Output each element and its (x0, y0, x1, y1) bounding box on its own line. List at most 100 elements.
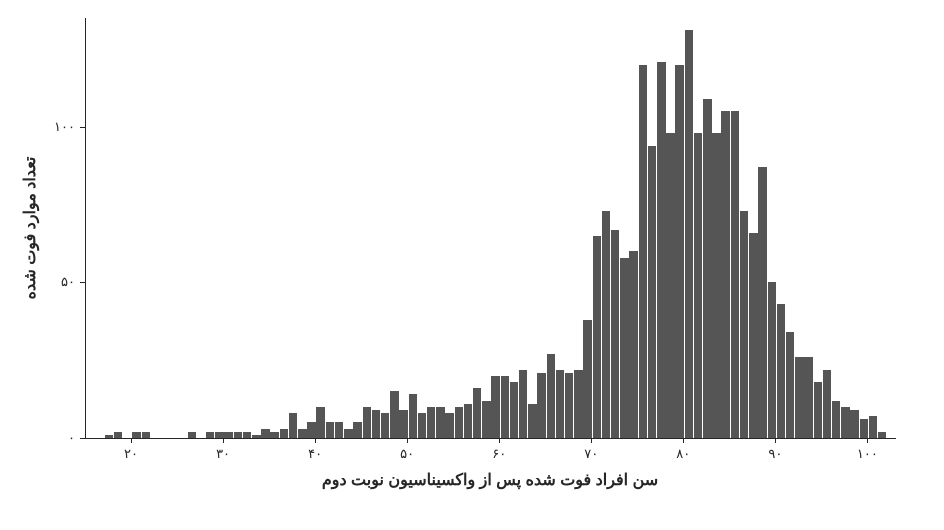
histogram-bar (547, 354, 555, 438)
y-tick-label: ۰ (68, 430, 75, 446)
histogram-bar (289, 413, 297, 438)
histogram-bar (777, 304, 785, 438)
histogram-bar (666, 133, 674, 438)
histogram-bar (860, 419, 868, 438)
histogram-bar (749, 233, 757, 438)
x-tick-label: ۱۰۰ (857, 446, 878, 462)
histogram-bar (344, 429, 352, 438)
histogram-bar (639, 65, 647, 438)
histogram-bar (629, 251, 637, 438)
histogram-bar (648, 146, 656, 438)
histogram-bar (537, 373, 545, 438)
x-tick-label: ۵۰ (400, 446, 414, 462)
histogram-bar (804, 357, 812, 438)
x-tick (867, 438, 868, 443)
histogram-chart: سن افراد فوت شده پس از واکسیناسیون نوبت … (0, 0, 944, 530)
histogram-bar (206, 432, 214, 438)
y-tick (80, 127, 85, 128)
y-tick (80, 282, 85, 283)
x-tick (775, 438, 776, 443)
histogram-bar (326, 422, 334, 438)
histogram-bar (565, 373, 573, 438)
histogram-bar (224, 432, 232, 438)
histogram-bar (657, 62, 665, 438)
x-tick (131, 438, 132, 443)
histogram-bar (445, 413, 453, 438)
histogram-bar (436, 407, 444, 438)
histogram-bar (740, 211, 748, 438)
histogram-bar (132, 432, 140, 438)
histogram-bar (381, 413, 389, 438)
histogram-bar (427, 407, 435, 438)
histogram-bar (786, 332, 794, 438)
histogram-bar (731, 111, 739, 438)
histogram-bar (399, 410, 407, 438)
histogram-bar (482, 401, 490, 438)
histogram-bar (528, 404, 536, 438)
histogram-bar (455, 407, 463, 438)
histogram-bar (823, 370, 831, 438)
histogram-bar (556, 370, 564, 438)
histogram-bar (335, 422, 343, 438)
x-tick (591, 438, 592, 443)
plot-area (85, 18, 896, 439)
histogram-bar (795, 357, 803, 438)
x-tick-label: ۲۰ (124, 446, 138, 462)
histogram-bar (473, 388, 481, 438)
x-tick-label: ۶۰ (492, 446, 506, 462)
histogram-bar (252, 435, 260, 438)
histogram-bar (814, 382, 822, 438)
histogram-bar (721, 111, 729, 438)
histogram-bar (869, 416, 877, 438)
histogram-bar (353, 422, 361, 438)
histogram-bar (574, 370, 582, 438)
x-tick (223, 438, 224, 443)
x-axis-label: سن افراد فوت شده پس از واکسیناسیون نوبت … (322, 470, 658, 490)
x-tick-label: ۴۰ (308, 446, 322, 462)
histogram-bar (188, 432, 196, 438)
histogram-bar (298, 429, 306, 438)
histogram-bar (878, 432, 886, 438)
histogram-bar (712, 133, 720, 438)
histogram-bar (372, 410, 380, 438)
histogram-bar (363, 407, 371, 438)
histogram-bar (620, 258, 628, 438)
histogram-bar (501, 376, 509, 438)
x-tick (315, 438, 316, 443)
histogram-bar (316, 407, 324, 438)
x-tick-label: ۷۰ (584, 446, 598, 462)
histogram-bar (390, 391, 398, 438)
histogram-bar (464, 404, 472, 438)
histogram-bar (583, 320, 591, 438)
x-tick (499, 438, 500, 443)
histogram-bar (243, 432, 251, 438)
histogram-bar (694, 133, 702, 438)
x-tick-label: ۹۰ (768, 446, 782, 462)
y-tick-label: ۱۰۰ (54, 119, 75, 135)
histogram-bar (261, 429, 269, 438)
x-tick (683, 438, 684, 443)
histogram-bar (418, 413, 426, 438)
histogram-bar (519, 370, 527, 438)
histogram-bar (685, 30, 693, 438)
y-axis-label: تعداد موارد فوت شده (20, 157, 40, 300)
histogram-bar (105, 435, 113, 438)
histogram-bar (611, 230, 619, 438)
y-tick-label: ۵۰ (61, 274, 75, 290)
histogram-bar (768, 282, 776, 438)
histogram-bar (142, 432, 150, 438)
x-tick (407, 438, 408, 443)
histogram-bar (307, 422, 315, 438)
histogram-bar (114, 432, 122, 438)
histogram-bar (832, 401, 840, 438)
x-tick-label: ۳۰ (216, 446, 230, 462)
histogram-bar (758, 167, 766, 438)
histogram-bar (491, 376, 499, 438)
histogram-bar (270, 432, 278, 438)
histogram-bar (234, 432, 242, 438)
histogram-bar (675, 65, 683, 438)
histogram-bar (280, 429, 288, 438)
histogram-bar (841, 407, 849, 438)
histogram-bar (510, 382, 518, 438)
histogram-bar (409, 394, 417, 438)
